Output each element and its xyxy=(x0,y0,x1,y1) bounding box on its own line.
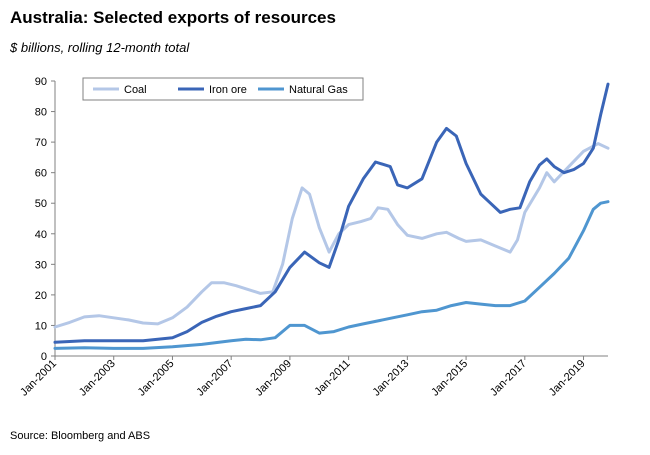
legend-label-natural-gas: Natural Gas xyxy=(289,84,348,96)
x-tick-label: Jan-2015 xyxy=(429,358,470,399)
x-tick-label: Jan-2007 xyxy=(194,358,235,399)
chart-source: Source: Bloomberg and ABS xyxy=(10,430,151,442)
x-tick-label: Jan-2011 xyxy=(312,358,352,398)
y-tick-label: 40 xyxy=(35,229,47,241)
legend-label-coal: Coal xyxy=(124,84,147,96)
series-layer xyxy=(53,82,610,350)
x-tick-label: Jan-2001 xyxy=(18,358,59,399)
y-tick-label: 90 xyxy=(35,76,47,88)
x-tick-label: Jan-2017 xyxy=(488,358,529,399)
chart-title: Australia: Selected exports of resources xyxy=(10,8,336,27)
y-tick-label: 80 xyxy=(35,107,47,119)
x-tick-label: Jan-2009 xyxy=(253,358,294,399)
series-line-natural-gas xyxy=(53,200,610,350)
x-tick-label: Jan-2013 xyxy=(371,358,412,399)
y-tick-label: 30 xyxy=(35,259,47,271)
legend: Coal Iron ore Natural Gas xyxy=(82,77,364,101)
chart-subtitle: $ billions, rolling 12-month total xyxy=(10,40,190,55)
x-tick-label: Jan-2019 xyxy=(547,358,588,399)
y-tick-label: 10 xyxy=(35,320,47,332)
y-tick-label: 60 xyxy=(35,168,47,180)
y-tick-label: 20 xyxy=(35,290,47,302)
y-tick-label: 50 xyxy=(35,198,47,210)
legend-box xyxy=(82,77,364,101)
y-tick-label: 70 xyxy=(35,137,47,149)
legend-label-iron-ore: Iron ore xyxy=(209,84,247,96)
x-tick-label: Jan-2003 xyxy=(77,358,118,399)
y-tick-label: 0 xyxy=(41,351,47,363)
series-line-iron-ore xyxy=(53,82,610,344)
x-tick-label: Jan-2005 xyxy=(136,358,177,399)
series-line-coal xyxy=(53,142,610,329)
